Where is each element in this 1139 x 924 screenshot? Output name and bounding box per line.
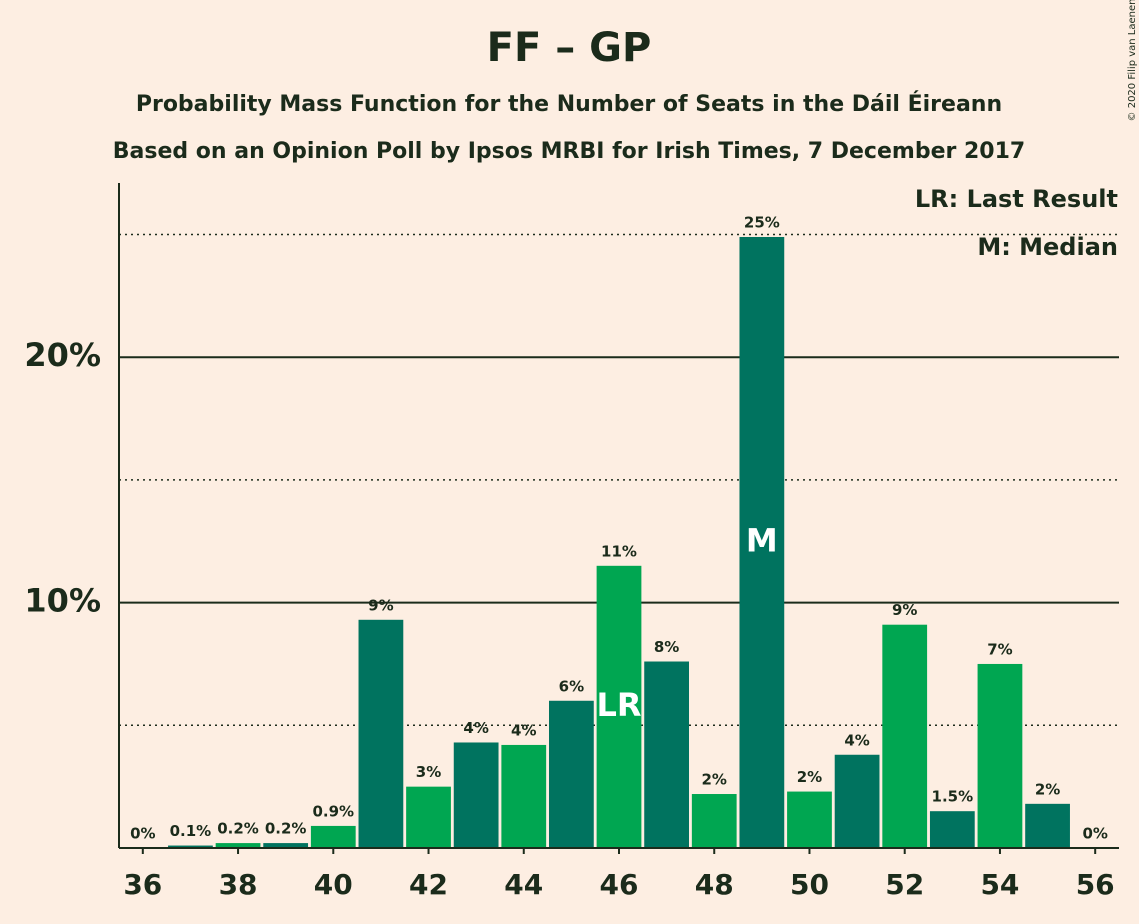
- x-tick-label: 42: [409, 868, 448, 901]
- x-tick-label: 56: [1076, 868, 1115, 901]
- x-tick-label: 54: [980, 868, 1019, 901]
- y-tick-label: 20%: [24, 336, 101, 374]
- bar: [929, 811, 975, 848]
- value-label: 6%: [559, 677, 584, 695]
- copyright: © 2020 Filip van Laenen: [1127, 0, 1138, 121]
- value-label: 1.5%: [932, 788, 974, 806]
- value-label: 3%: [416, 763, 441, 781]
- value-label: 0%: [130, 825, 155, 843]
- x-tick-label: 46: [600, 868, 639, 901]
- value-label: 11%: [601, 542, 637, 560]
- subtitle: Based on an Opinion Poll by Ipsos MRBI f…: [113, 139, 1025, 164]
- bar: [358, 619, 404, 848]
- value-label: 0.2%: [265, 820, 307, 838]
- annotation: M: [746, 521, 778, 559]
- bar: [453, 742, 499, 848]
- bar: [596, 565, 642, 848]
- value-label: 25%: [744, 213, 780, 231]
- bar: [310, 825, 356, 848]
- bar: [787, 791, 832, 848]
- subtitle: Probability Mass Function for the Number…: [136, 91, 1002, 117]
- value-label: 4%: [844, 731, 869, 749]
- chart-title: FF – GP: [487, 25, 652, 71]
- bar: [501, 744, 547, 848]
- annotation: LR: [596, 686, 641, 724]
- value-label: 4%: [511, 721, 536, 739]
- value-label: 0.9%: [312, 802, 354, 820]
- x-tick-label: 52: [885, 868, 924, 901]
- bar: [1025, 803, 1070, 848]
- bar: [168, 845, 213, 848]
- value-label: 0.1%: [170, 822, 212, 840]
- value-label: 9%: [892, 601, 917, 619]
- x-tick-label: 50: [790, 868, 829, 901]
- value-label: 2%: [702, 771, 727, 789]
- bar: [977, 663, 1023, 848]
- value-label: 0%: [1082, 825, 1107, 843]
- y-tick-label: 10%: [24, 582, 101, 620]
- value-label: 2%: [1035, 780, 1060, 798]
- bar: [882, 624, 928, 848]
- bar: [549, 700, 594, 848]
- bar: [263, 843, 309, 848]
- legend-entry: M: Median: [977, 233, 1118, 261]
- value-label: 7%: [987, 640, 1012, 658]
- bar: [406, 786, 451, 848]
- value-label: 0.2%: [217, 820, 259, 838]
- x-tick-label: 48: [695, 868, 734, 901]
- x-tick-label: 44: [504, 868, 543, 901]
- x-tick-label: 38: [219, 868, 258, 901]
- value-label: 8%: [654, 638, 679, 656]
- legend-entry: LR: Last Result: [915, 185, 1118, 213]
- value-label: 4%: [463, 719, 488, 737]
- x-tick-label: 36: [123, 868, 162, 901]
- bar: [691, 794, 737, 848]
- bar: [739, 236, 785, 849]
- bar: [215, 843, 261, 848]
- bar: [834, 754, 880, 848]
- x-tick-label: 40: [314, 868, 353, 901]
- value-label: 2%: [797, 768, 822, 786]
- bar: [644, 661, 689, 848]
- value-label: 9%: [368, 596, 393, 614]
